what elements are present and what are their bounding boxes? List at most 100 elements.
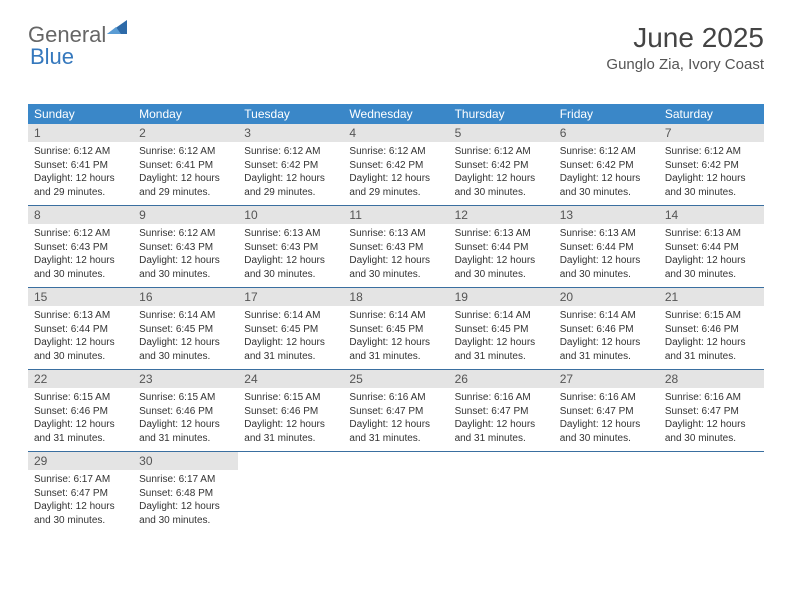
day-info: Sunrise: 6:12 AMSunset: 6:42 PMDaylight:… [238, 142, 343, 199]
day-number: 10 [238, 206, 343, 224]
week-row: 1Sunrise: 6:12 AMSunset: 6:41 PMDaylight… [28, 124, 764, 206]
day-info: Sunrise: 6:12 AMSunset: 6:41 PMDaylight:… [133, 142, 238, 199]
day-info: Sunrise: 6:12 AMSunset: 6:42 PMDaylight:… [554, 142, 659, 199]
day-cell: 13Sunrise: 6:13 AMSunset: 6:44 PMDayligh… [554, 206, 659, 287]
day-number: 7 [659, 124, 764, 142]
day-number: 8 [28, 206, 133, 224]
day-info: Sunrise: 6:13 AMSunset: 6:43 PMDaylight:… [343, 224, 448, 281]
day-cell: 24Sunrise: 6:15 AMSunset: 6:46 PMDayligh… [238, 370, 343, 451]
day-info: Sunrise: 6:14 AMSunset: 6:45 PMDaylight:… [238, 306, 343, 363]
day-number: 21 [659, 288, 764, 306]
week-row: 15Sunrise: 6:13 AMSunset: 6:44 PMDayligh… [28, 288, 764, 370]
day-cell: 27Sunrise: 6:16 AMSunset: 6:47 PMDayligh… [554, 370, 659, 451]
day-info: Sunrise: 6:16 AMSunset: 6:47 PMDaylight:… [554, 388, 659, 445]
day-info: Sunrise: 6:15 AMSunset: 6:46 PMDaylight:… [659, 306, 764, 363]
day-info: Sunrise: 6:12 AMSunset: 6:42 PMDaylight:… [449, 142, 554, 199]
day-cell: 30Sunrise: 6:17 AMSunset: 6:48 PMDayligh… [133, 452, 238, 533]
calendar-body: 1Sunrise: 6:12 AMSunset: 6:41 PMDaylight… [28, 124, 764, 533]
day-info: Sunrise: 6:16 AMSunset: 6:47 PMDaylight:… [343, 388, 448, 445]
day-cell: 2Sunrise: 6:12 AMSunset: 6:41 PMDaylight… [133, 124, 238, 205]
day-info: Sunrise: 6:13 AMSunset: 6:43 PMDaylight:… [238, 224, 343, 281]
day-info: Sunrise: 6:14 AMSunset: 6:45 PMDaylight:… [133, 306, 238, 363]
day-cell: 26Sunrise: 6:16 AMSunset: 6:47 PMDayligh… [449, 370, 554, 451]
day-info: Sunrise: 6:12 AMSunset: 6:41 PMDaylight:… [28, 142, 133, 199]
day-info: Sunrise: 6:13 AMSunset: 6:44 PMDaylight:… [554, 224, 659, 281]
weekday-header: Tuesday [238, 104, 343, 124]
day-number: 11 [343, 206, 448, 224]
day-cell: 16Sunrise: 6:14 AMSunset: 6:45 PMDayligh… [133, 288, 238, 369]
day-info: Sunrise: 6:15 AMSunset: 6:46 PMDaylight:… [28, 388, 133, 445]
day-number: 30 [133, 452, 238, 470]
day-number: 25 [343, 370, 448, 388]
day-info: Sunrise: 6:15 AMSunset: 6:46 PMDaylight:… [133, 388, 238, 445]
day-cell: 5Sunrise: 6:12 AMSunset: 6:42 PMDaylight… [449, 124, 554, 205]
week-row: 22Sunrise: 6:15 AMSunset: 6:46 PMDayligh… [28, 370, 764, 452]
day-number: 16 [133, 288, 238, 306]
weekday-header: Wednesday [343, 104, 448, 124]
day-info: Sunrise: 6:12 AMSunset: 6:42 PMDaylight:… [659, 142, 764, 199]
day-cell: 19Sunrise: 6:14 AMSunset: 6:45 PMDayligh… [449, 288, 554, 369]
day-number: 18 [343, 288, 448, 306]
location-label: Gunglo Zia, Ivory Coast [606, 56, 764, 73]
day-info: Sunrise: 6:13 AMSunset: 6:44 PMDaylight:… [28, 306, 133, 363]
day-cell: 14Sunrise: 6:13 AMSunset: 6:44 PMDayligh… [659, 206, 764, 287]
day-number: 12 [449, 206, 554, 224]
day-number: 1 [28, 124, 133, 142]
day-cell: 28Sunrise: 6:16 AMSunset: 6:47 PMDayligh… [659, 370, 764, 451]
day-number: 6 [554, 124, 659, 142]
day-info: Sunrise: 6:14 AMSunset: 6:45 PMDaylight:… [449, 306, 554, 363]
day-cell: 6Sunrise: 6:12 AMSunset: 6:42 PMDaylight… [554, 124, 659, 205]
day-info: Sunrise: 6:14 AMSunset: 6:45 PMDaylight:… [343, 306, 448, 363]
day-cell: 18Sunrise: 6:14 AMSunset: 6:45 PMDayligh… [343, 288, 448, 369]
day-cell: 22Sunrise: 6:15 AMSunset: 6:46 PMDayligh… [28, 370, 133, 451]
week-row: 29Sunrise: 6:17 AMSunset: 6:47 PMDayligh… [28, 452, 764, 533]
day-info: Sunrise: 6:14 AMSunset: 6:46 PMDaylight:… [554, 306, 659, 363]
weekday-header: Thursday [449, 104, 554, 124]
day-number: 5 [449, 124, 554, 142]
day-cell: 15Sunrise: 6:13 AMSunset: 6:44 PMDayligh… [28, 288, 133, 369]
weekday-header: Friday [554, 104, 659, 124]
day-cell: 4Sunrise: 6:12 AMSunset: 6:42 PMDaylight… [343, 124, 448, 205]
day-number: 17 [238, 288, 343, 306]
day-cell: 17Sunrise: 6:14 AMSunset: 6:45 PMDayligh… [238, 288, 343, 369]
day-number: 3 [238, 124, 343, 142]
day-info: Sunrise: 6:13 AMSunset: 6:44 PMDaylight:… [449, 224, 554, 281]
day-cell: 7Sunrise: 6:12 AMSunset: 6:42 PMDaylight… [659, 124, 764, 205]
weekday-header: Saturday [659, 104, 764, 124]
day-number: 26 [449, 370, 554, 388]
calendar: SundayMondayTuesdayWednesdayThursdayFrid… [28, 104, 764, 533]
day-cell: 21Sunrise: 6:15 AMSunset: 6:46 PMDayligh… [659, 288, 764, 369]
day-number: 27 [554, 370, 659, 388]
day-number: 9 [133, 206, 238, 224]
day-number: 28 [659, 370, 764, 388]
day-cell: 23Sunrise: 6:15 AMSunset: 6:46 PMDayligh… [133, 370, 238, 451]
day-info: Sunrise: 6:12 AMSunset: 6:43 PMDaylight:… [28, 224, 133, 281]
day-cell: 11Sunrise: 6:13 AMSunset: 6:43 PMDayligh… [343, 206, 448, 287]
weekday-row: SundayMondayTuesdayWednesdayThursdayFrid… [28, 104, 764, 124]
day-number: 14 [659, 206, 764, 224]
day-cell: 25Sunrise: 6:16 AMSunset: 6:47 PMDayligh… [343, 370, 448, 451]
weekday-header: Monday [133, 104, 238, 124]
day-info: Sunrise: 6:16 AMSunset: 6:47 PMDaylight:… [659, 388, 764, 445]
day-info: Sunrise: 6:16 AMSunset: 6:47 PMDaylight:… [449, 388, 554, 445]
page-title: June 2025 [606, 22, 764, 54]
day-number: 20 [554, 288, 659, 306]
day-number: 13 [554, 206, 659, 224]
day-cell: 20Sunrise: 6:14 AMSunset: 6:46 PMDayligh… [554, 288, 659, 369]
day-number: 15 [28, 288, 133, 306]
logo-text-2: Blue [30, 44, 74, 69]
day-cell: 3Sunrise: 6:12 AMSunset: 6:42 PMDaylight… [238, 124, 343, 205]
day-cell: 12Sunrise: 6:13 AMSunset: 6:44 PMDayligh… [449, 206, 554, 287]
week-row: 8Sunrise: 6:12 AMSunset: 6:43 PMDaylight… [28, 206, 764, 288]
empty-cell [343, 452, 448, 533]
day-info: Sunrise: 6:17 AMSunset: 6:48 PMDaylight:… [133, 470, 238, 527]
day-cell: 10Sunrise: 6:13 AMSunset: 6:43 PMDayligh… [238, 206, 343, 287]
day-info: Sunrise: 6:13 AMSunset: 6:44 PMDaylight:… [659, 224, 764, 281]
day-cell: 9Sunrise: 6:12 AMSunset: 6:43 PMDaylight… [133, 206, 238, 287]
day-info: Sunrise: 6:17 AMSunset: 6:47 PMDaylight:… [28, 470, 133, 527]
empty-cell [238, 452, 343, 533]
day-number: 4 [343, 124, 448, 142]
empty-cell [659, 452, 764, 533]
header: June 2025 Gunglo Zia, Ivory Coast [606, 22, 764, 73]
weekday-header: Sunday [28, 104, 133, 124]
